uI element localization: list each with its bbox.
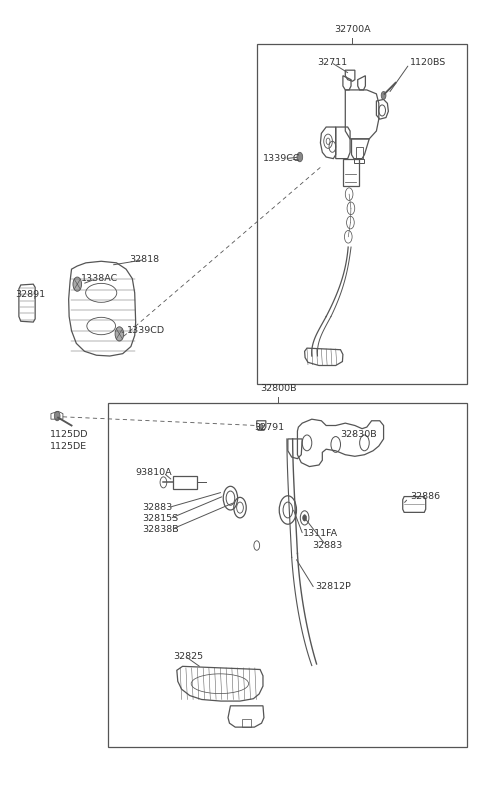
Text: 32800B: 32800B [260,384,297,393]
Bar [242,719,251,727]
Text: 32700A: 32700A [334,25,371,34]
Bar [257,44,468,384]
Text: 32883: 32883 [142,503,172,512]
Text: 32825: 32825 [173,652,203,660]
Circle shape [54,411,60,421]
Text: 32838B: 32838B [142,525,179,534]
Text: 32886: 32886 [410,492,440,501]
Text: 32830B: 32830B [340,430,377,440]
Text: 32812P: 32812P [316,582,351,591]
Text: 1120BS: 1120BS [410,58,446,66]
Bar [343,159,359,186]
Text: 1339CC: 1339CC [263,154,300,163]
Text: 1125DE: 1125DE [50,441,87,451]
Text: 32791: 32791 [254,422,285,432]
Text: 1311FA: 1311FA [303,529,338,538]
Text: 32891: 32891 [15,290,45,299]
Text: 32883: 32883 [312,541,342,550]
Text: 93810A: 93810A [136,468,172,478]
Text: 1338AC: 1338AC [81,274,119,283]
Circle shape [115,327,124,341]
Text: 1125DD: 1125DD [50,430,88,440]
Text: 1339CD: 1339CD [127,326,165,335]
Bar [108,403,468,747]
Bar [356,147,362,159]
Circle shape [381,92,386,100]
Circle shape [303,515,307,521]
Text: 32711: 32711 [318,58,348,66]
Text: 32815S: 32815S [142,514,178,523]
Bar [354,159,364,163]
Circle shape [73,277,82,291]
Text: 32818: 32818 [129,255,159,264]
Circle shape [297,153,303,162]
Bar [173,476,197,489]
Circle shape [259,424,263,430]
